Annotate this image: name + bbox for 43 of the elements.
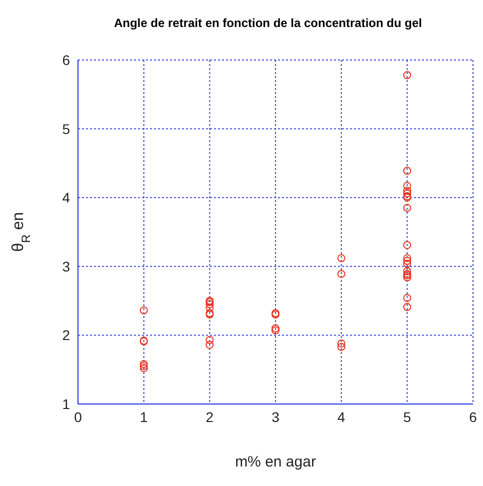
point: [337, 342, 346, 351]
point: [403, 260, 412, 268]
x-tick-label: 4: [337, 408, 346, 425]
point: [337, 270, 346, 278]
point: [403, 241, 412, 250]
point: [337, 339, 346, 348]
point: [272, 324, 280, 332]
point: [206, 336, 214, 344]
x-axis-title: m% en agar: [235, 454, 316, 471]
point: [206, 340, 214, 349]
x-tick-label: 0: [74, 408, 82, 425]
point: [403, 189, 412, 198]
x-tick-label: 6: [469, 408, 478, 425]
point: [403, 204, 412, 212]
y-tick-label: 2: [62, 327, 70, 344]
point: [140, 362, 148, 370]
x-tick-label: 3: [272, 408, 280, 425]
point: [403, 166, 412, 175]
point: [403, 71, 412, 80]
point: [403, 294, 412, 302]
point: [140, 306, 148, 314]
point: [403, 186, 412, 195]
point: [403, 302, 412, 311]
point: [337, 254, 346, 262]
point: [403, 273, 412, 282]
point: [140, 364, 148, 372]
y-tick-label: 5: [62, 120, 70, 137]
x-tick-label: 1: [140, 408, 148, 425]
point: [206, 304, 214, 312]
point: [272, 326, 280, 334]
point: [140, 360, 148, 368]
point: [403, 182, 412, 190]
x-tick-label: 2: [206, 408, 214, 425]
point: [403, 256, 412, 265]
point: [403, 267, 412, 276]
x-tick-label: 5: [403, 408, 412, 425]
point: [403, 254, 412, 262]
point: [206, 300, 214, 308]
y-tick-label: 1: [62, 396, 70, 412]
chart-title: Angle de retrait en fonction de la concentration du gel: [112, 16, 424, 30]
y-tick-label: 4: [62, 190, 70, 206]
y-tick-label: 3: [62, 258, 70, 274]
y-tick-label: 6: [62, 52, 70, 68]
